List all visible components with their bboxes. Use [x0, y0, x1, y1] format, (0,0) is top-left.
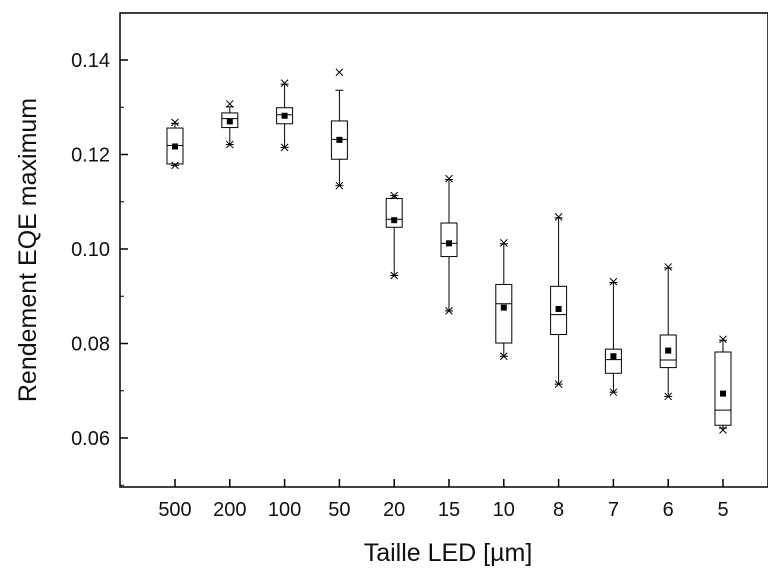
interquartile-box — [440, 222, 458, 258]
x-tick-label: 6 — [663, 499, 674, 521]
interquartile-box — [714, 351, 732, 426]
box-50 — [330, 68, 348, 190]
mean-marker — [336, 136, 343, 143]
y-tick-label: 0.08 — [71, 334, 110, 356]
min-cross-marker — [225, 140, 234, 149]
x-tick-label: 8 — [553, 499, 564, 521]
mean-marker — [172, 143, 178, 150]
interquartile-box — [495, 283, 513, 344]
mean-marker — [720, 390, 726, 397]
x-tick-label: 50 — [328, 499, 350, 521]
y-tick-label: 0.06 — [71, 428, 110, 450]
y-axis: 0.06 0.08 0.10 0.12 0.14 — [71, 50, 128, 486]
y-tick-label: 0.10 — [71, 239, 110, 261]
y-tick-label: 0.12 — [71, 145, 110, 167]
x-tick-label: 7 — [608, 499, 619, 521]
min-cross-marker — [280, 143, 289, 152]
box-20 — [385, 191, 403, 280]
box-series — [166, 68, 732, 434]
min-cross-marker — [609, 388, 618, 397]
mean-marker — [665, 347, 672, 354]
x-tick-label: 100 — [268, 499, 301, 521]
x-tick-label: 15 — [438, 499, 460, 521]
x-tick-label: 200 — [213, 499, 246, 521]
max-cross-marker — [499, 239, 508, 247]
mean-marker — [610, 353, 617, 360]
x-tick-label: 500 — [158, 499, 191, 521]
min-cross-marker — [499, 352, 508, 361]
x-tick-label: 20 — [383, 499, 405, 521]
x-tick-label: 10 — [493, 499, 515, 521]
min-cross-marker — [390, 271, 399, 280]
max-cross-marker — [719, 335, 727, 344]
box-15 — [440, 174, 458, 315]
box-500 — [166, 118, 184, 170]
max-cross-marker — [335, 68, 344, 77]
box-5 — [714, 335, 732, 434]
mean-marker — [500, 304, 507, 311]
min-cross-marker — [664, 392, 673, 401]
box-10 — [495, 239, 513, 361]
min-cross-marker — [335, 181, 344, 190]
min-cross-marker — [719, 426, 727, 434]
min-cross-marker — [554, 380, 563, 388]
min-cross-marker — [445, 307, 453, 315]
mean-marker — [446, 240, 452, 247]
box-7 — [604, 277, 622, 397]
x-axis: 500 200 100 50 20 15 10 8 7 6 5 — [158, 479, 729, 521]
interquartile-box — [604, 348, 622, 374]
max-cross-marker — [171, 118, 179, 127]
mean-marker — [391, 217, 398, 224]
min-cross-marker — [171, 161, 179, 170]
y-tick-label: 0.14 — [71, 50, 110, 72]
max-cross-marker — [280, 79, 289, 88]
x-tick-label: 5 — [717, 499, 728, 521]
box-200 — [221, 100, 239, 149]
mean-marker — [555, 306, 562, 313]
mean-marker — [226, 118, 233, 125]
x-axis-title: Taille LED [µm] — [364, 539, 533, 567]
interquartile-box — [385, 197, 403, 228]
mean-marker — [281, 112, 288, 119]
max-cross-marker — [609, 277, 618, 286]
box-100 — [276, 79, 294, 152]
box-6 — [659, 263, 677, 401]
plot-area-frame — [119, 12, 768, 488]
y-axis-title: Rendement EQE maximum — [14, 98, 42, 402]
max-cross-marker — [664, 263, 673, 271]
max-cross-marker — [445, 174, 453, 183]
box-8 — [550, 213, 568, 388]
max-cross-marker — [225, 100, 234, 108]
max-cross-marker — [554, 213, 563, 221]
max-cross-marker — [390, 191, 399, 200]
